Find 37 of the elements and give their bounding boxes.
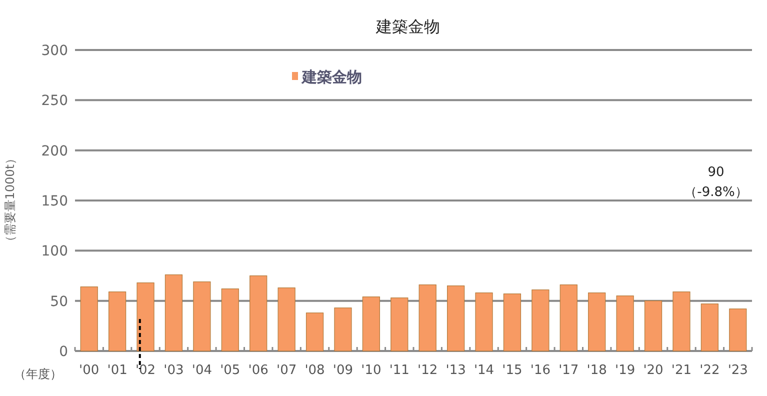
x-tick-label: '22 xyxy=(700,363,720,378)
x-tick-label: '04 xyxy=(192,363,212,378)
x-tick-label: '23 xyxy=(728,363,748,378)
x-tick-label: '15 xyxy=(502,363,522,378)
x-tick-label: '01 xyxy=(107,363,128,378)
x-axis-title: （年度） xyxy=(14,367,62,381)
x-tick-label: '03 xyxy=(164,363,184,378)
x-tick-label: '02 xyxy=(135,363,156,378)
x-tick-label: '13 xyxy=(446,363,466,378)
y-tick-label: 0 xyxy=(59,344,68,360)
x-tick-label: '17 xyxy=(558,363,579,378)
x-tick-label: '07 xyxy=(276,363,297,378)
chart-title: 建築金物 xyxy=(375,17,440,36)
x-tick-label: '14 xyxy=(474,363,494,378)
annotation: 90 xyxy=(708,165,724,180)
x-tick-label: '09 xyxy=(332,363,354,378)
x-tick-label: '05 xyxy=(220,363,240,378)
x-tick-label: '11 xyxy=(389,363,410,378)
x-tick-label: '06 xyxy=(248,363,268,378)
x-tick-label: '00 xyxy=(79,363,100,378)
x-tick-label: '10 xyxy=(361,363,382,378)
annotation: （-9.8%） xyxy=(684,185,748,200)
y-tick-label: 100 xyxy=(41,244,68,260)
x-tick-label: '18 xyxy=(586,363,607,378)
y-tick-label: 300 xyxy=(41,43,68,59)
x-tick-label: '08 xyxy=(304,363,325,378)
x-tick-label: '19 xyxy=(615,363,636,378)
x-tick-label: '12 xyxy=(418,363,438,378)
y-axis-title: （需要量1000t） xyxy=(3,152,17,248)
y-tick-label: 150 xyxy=(41,194,68,210)
y-tick-label: 200 xyxy=(41,143,68,160)
x-tick-label: '16 xyxy=(530,363,550,378)
legend-label: 建築金物 xyxy=(301,68,362,86)
x-tick-label: '21 xyxy=(671,363,692,378)
x-tick-label: '20 xyxy=(643,363,664,378)
y-tick-label: 50 xyxy=(50,294,68,310)
y-tick-label: 250 xyxy=(41,93,68,110)
